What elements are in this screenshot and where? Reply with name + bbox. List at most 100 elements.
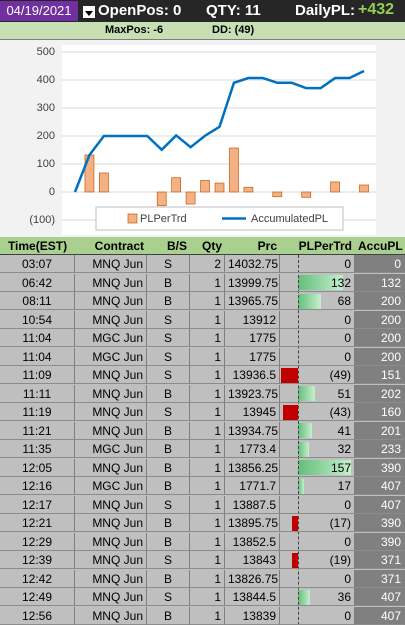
table-cell: B: [147, 477, 190, 495]
table-cell: (17): [280, 514, 355, 532]
bar: [185, 191, 196, 205]
databar-axis: [298, 255, 299, 625]
table-cell: 390: [355, 458, 405, 477]
table-cell: (49): [280, 366, 355, 384]
table-cell: 1: [190, 514, 225, 532]
table-cell: 1: [190, 403, 225, 421]
table-cell: 1: [190, 551, 225, 569]
table-cell: 13843: [225, 551, 280, 569]
table-cell: 200: [355, 347, 405, 366]
table-cell: MNQ Jun: [75, 551, 147, 569]
table-cell: MGC Jun: [75, 440, 147, 458]
table-cell: 11:04: [0, 329, 75, 347]
table-cell: MNQ Jun: [75, 569, 147, 588]
table-cell: 12:16: [0, 477, 75, 495]
table-cell: MNQ Jun: [75, 310, 147, 329]
table-cell: B: [147, 421, 190, 440]
table-cell: 1: [190, 329, 225, 347]
table-cell: MNQ Jun: [75, 403, 147, 421]
line: [73, 69, 365, 193]
qty: QTY: 11: [206, 2, 261, 19]
table-cell: 407: [355, 477, 405, 495]
chart: 500 400 300 200 100 0 (100) PLPerTrd Accumulated…: [0, 40, 405, 237]
table-cell: 0: [280, 495, 355, 514]
table-cell: MNQ Jun: [75, 255, 147, 273]
table-cell: 11:35: [0, 440, 75, 458]
y-tick-label: 200: [37, 130, 55, 142]
daily-pl-value: +432: [358, 1, 395, 18]
max-pos: MaxPos: -6: [105, 24, 164, 36]
column-header: Prc: [225, 237, 280, 255]
table-cell: MNQ Jun: [75, 366, 147, 384]
data-bar: [298, 293, 322, 309]
bar: [359, 184, 369, 193]
table-cell: 1: [190, 569, 225, 588]
table-cell: 11:19: [0, 403, 75, 421]
table-cell: 13852.5: [225, 532, 280, 551]
legend-label: AccumulatedPL: [251, 213, 328, 225]
data-bar: [283, 404, 298, 420]
data-bar: [291, 552, 298, 568]
table-cell: 13887.5: [225, 495, 280, 514]
table-cell: 41: [280, 421, 355, 440]
table-cell: 1771.7: [225, 477, 280, 495]
table-cell: 0: [280, 255, 355, 273]
bar: [330, 181, 340, 193]
header-bar: 04/19/2021 OpenPos: 0 QTY: 11 DailyPL: +…: [0, 0, 405, 22]
table-cell: B: [147, 292, 190, 310]
y-tick-label: 300: [37, 102, 55, 114]
table-cell: 14032.75: [225, 255, 280, 273]
table-cell: B: [147, 384, 190, 403]
data-bar: [292, 515, 298, 531]
table-cell: B: [147, 514, 190, 532]
table-cell: B: [147, 606, 190, 625]
drawdown: DD: (49): [212, 24, 255, 36]
y-tick-label: (100): [29, 214, 55, 226]
table-cell: 1: [190, 477, 225, 495]
table-cell: S: [147, 588, 190, 606]
table-cell: 13844.5: [225, 588, 280, 606]
table-cell: 11:21: [0, 421, 75, 440]
dropdown-button[interactable]: [83, 6, 95, 18]
table-cell: 1: [190, 588, 225, 606]
table-cell: (19): [280, 551, 355, 569]
bar: [200, 180, 210, 193]
y-tick-label: 100: [37, 158, 55, 170]
table-cell: S: [147, 403, 190, 421]
table-cell: 12:49: [0, 588, 75, 606]
table-cell: 1: [190, 458, 225, 477]
stats-bar: MaxPos: -6 DD: (49): [0, 22, 405, 40]
table-cell: 68: [280, 292, 355, 310]
date-cell[interactable]: 04/19/2021: [0, 1, 78, 21]
table-cell: MNQ Jun: [75, 273, 147, 292]
data-bar: [298, 386, 316, 401]
table-cell: B: [147, 532, 190, 551]
table-cell: 12:29: [0, 532, 75, 551]
table-cell: 12:56: [0, 606, 75, 625]
table-cell: 202: [355, 384, 405, 403]
table-cell: B: [147, 273, 190, 292]
table-cell: 1: [190, 606, 225, 625]
table-cell: 13826.75: [225, 569, 280, 588]
table-cell: MNQ Jun: [75, 514, 147, 532]
table-cell: 13934.75: [225, 421, 280, 440]
table-cell: 371: [355, 569, 405, 588]
table-cell: 1: [190, 440, 225, 458]
table-cell: 407: [355, 588, 405, 606]
legend-label: PLPerTrd: [140, 213, 187, 225]
table-cell: 1: [190, 273, 225, 292]
table-cell: 2: [190, 255, 225, 273]
trade-table: Time(EST) Contract B/S Qty Prc PLPerTrd AccuPL…: [0, 237, 405, 625]
table-cell: 200: [355, 292, 405, 310]
table-cell: 12:21: [0, 514, 75, 532]
column-header: B/S: [147, 237, 190, 255]
data-bar: [298, 478, 304, 494]
column-header: Qty: [190, 237, 225, 255]
y-tick-label: 500: [37, 46, 55, 58]
table-cell: S: [147, 329, 190, 347]
table-cell: 32: [280, 440, 355, 458]
table-cell: 160: [355, 403, 405, 421]
table-cell: 17: [280, 477, 355, 495]
table-cell: MGC Jun: [75, 477, 147, 495]
table-cell: 11:11: [0, 384, 75, 403]
